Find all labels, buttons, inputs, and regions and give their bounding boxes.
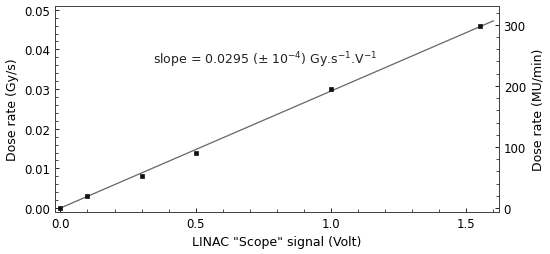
Y-axis label: Dose rate (MU/min): Dose rate (MU/min) bbox=[531, 49, 544, 170]
Y-axis label: Dose rate (Gy/s): Dose rate (Gy/s) bbox=[6, 58, 19, 161]
Text: slope = 0.0295 ($\pm$ 10$^{-4}$) Gy.s$^{-1}$.V$^{-1}$: slope = 0.0295 ($\pm$ 10$^{-4}$) Gy.s$^{… bbox=[152, 51, 377, 70]
X-axis label: LINAC "Scope" signal (Volt): LINAC "Scope" signal (Volt) bbox=[192, 235, 361, 248]
